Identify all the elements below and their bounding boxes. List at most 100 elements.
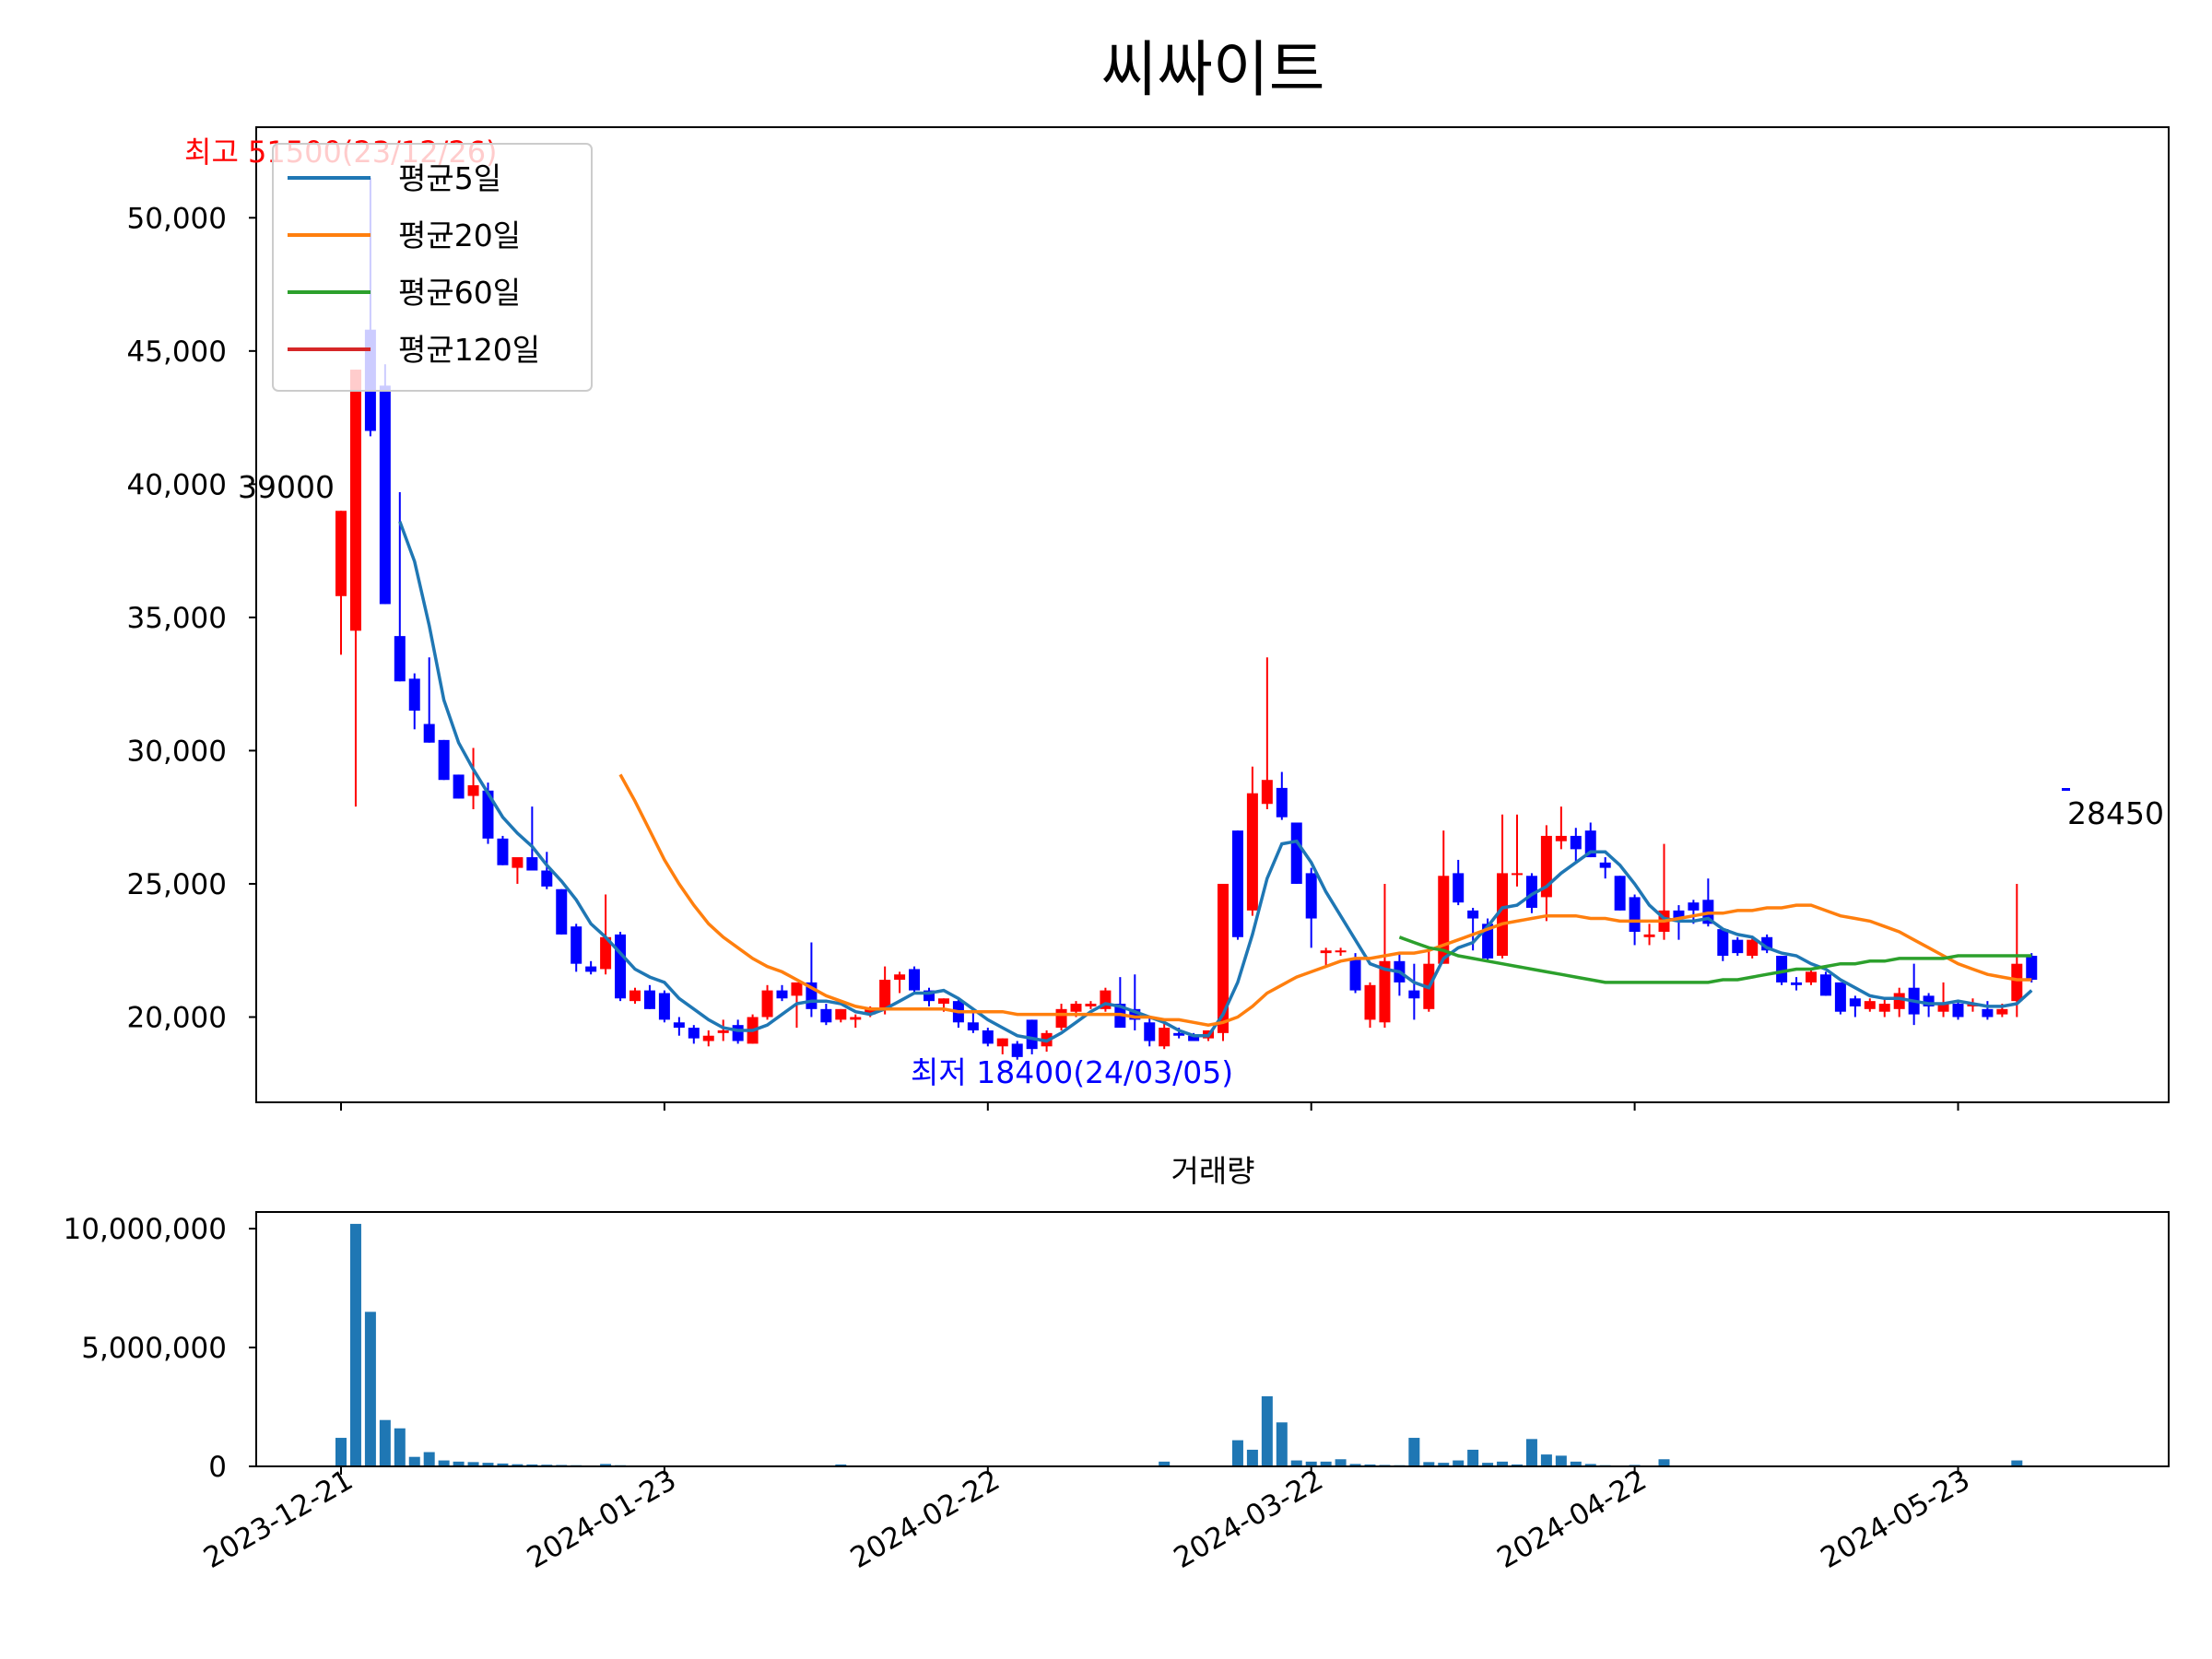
candle-body [909, 969, 921, 991]
volume-bar [1525, 1439, 1537, 1466]
candle-body [423, 724, 435, 743]
volume-bar [1364, 1464, 1376, 1466]
volume-plot-frame [255, 1211, 2170, 1467]
ma60-line [1398, 935, 2032, 984]
legend-label: 평균20일 [398, 218, 521, 253]
y-tick-label: 35,000 [127, 602, 227, 635]
y-tick-label: 20,000 [127, 1001, 227, 1034]
volume-bar [1159, 1461, 1171, 1466]
ma20-line [618, 773, 2032, 1027]
candle-body [1791, 982, 1803, 985]
candle-body [1996, 1008, 2008, 1015]
price-plot: 20,000 25,000 30,000 35,000 40,000 45,000 50,0… [127, 126, 2170, 1111]
volume-title: 거래량 [1171, 1153, 1254, 1189]
candle-body [761, 990, 773, 1018]
candle-body [467, 785, 479, 796]
candle-body [1276, 787, 1288, 818]
candle-body [1599, 862, 1611, 868]
volume-bar [1555, 1455, 1567, 1466]
candle-body [967, 1022, 979, 1030]
candle-body [1453, 873, 1465, 903]
candle-body [835, 1008, 847, 1020]
legend-label: 평균120일 [398, 332, 540, 368]
legend-label: 평균60일 [398, 275, 521, 311]
volume-bar [1320, 1461, 1332, 1466]
volume-bar [423, 1452, 435, 1466]
x-tick-label: 2024-05-23 [1815, 1464, 1975, 1575]
candle-body [1629, 897, 1641, 932]
last-close-marker [2062, 788, 2070, 791]
candle-body [453, 774, 465, 799]
candle-body [982, 1030, 994, 1044]
legend-label: 평균5일 [398, 160, 501, 196]
volume-bar [1276, 1422, 1288, 1466]
candle-body [1525, 876, 1537, 908]
volume-bar [379, 1419, 391, 1466]
x-tick-label: 2024-01-23 [522, 1464, 682, 1575]
candle-body [408, 678, 420, 712]
legend-box [272, 143, 593, 392]
candle-body [1819, 974, 1831, 996]
candle-body [1159, 1028, 1171, 1047]
first-close-label: 39000 [238, 469, 335, 505]
candle-body [600, 936, 612, 970]
x-tick-label: 2024-03-22 [1169, 1464, 1329, 1575]
candle-body [379, 385, 391, 605]
volume-bar [1482, 1463, 1494, 1466]
candle-body [1673, 910, 1685, 919]
candle-body [820, 1008, 832, 1023]
y-tick-label: 30,000 [127, 735, 227, 768]
candle-body [865, 1008, 877, 1015]
candle-body [1688, 902, 1700, 911]
candle-body [1408, 990, 1420, 999]
candle-body [879, 980, 891, 1009]
candle-body [1011, 1043, 1023, 1057]
volume-bar [497, 1463, 509, 1466]
volume-bar [453, 1461, 465, 1466]
volume-bar [526, 1464, 538, 1466]
candle-body [1055, 1008, 1067, 1029]
candle-body [1937, 1004, 1949, 1012]
y-tick-label: 25,000 [127, 868, 227, 901]
candle-body [526, 857, 538, 871]
candle-body [1349, 958, 1361, 991]
volume-bar [408, 1456, 420, 1466]
volume-bar [2011, 1460, 2023, 1466]
candle-body [1026, 1019, 1038, 1050]
candle-body [1335, 950, 1347, 953]
candle-body [776, 990, 788, 999]
volume-bar [1246, 1449, 1258, 1466]
candle-body [1482, 924, 1494, 959]
min-annotation: 최저 18400(24/03/05) [911, 1054, 1233, 1090]
volume-bar [1290, 1460, 1302, 1466]
price-x-ticks [340, 1102, 1959, 1111]
candle-body [629, 990, 641, 1002]
candle-body [1878, 1004, 1890, 1012]
candle-body [1806, 971, 1817, 982]
candle-body [1070, 1004, 1082, 1012]
candle-body [1893, 993, 1905, 1009]
volume-bar [394, 1428, 406, 1466]
candle-body [1849, 998, 1861, 1006]
volume-bar [1423, 1462, 1435, 1466]
volume-bar [1512, 1464, 1523, 1466]
candle-body [996, 1038, 1008, 1047]
price-plot-frame [255, 126, 2170, 1103]
candle-body [1643, 934, 1655, 937]
x-tick-label: 2024-04-22 [1492, 1464, 1653, 1575]
volume-bar [482, 1463, 494, 1466]
volume-bar [1584, 1464, 1596, 1466]
candle-body [937, 998, 949, 1005]
volume-bar [1467, 1449, 1479, 1466]
candle-body [349, 370, 361, 631]
candle-body [1923, 995, 1935, 1006]
candle-body [1614, 876, 1626, 911]
candle-body [1717, 929, 1729, 957]
chart-title: 씨싸이트 [1101, 34, 1325, 105]
moving-average-lines [398, 521, 2033, 1043]
candle-body [1952, 1004, 1964, 1018]
candle-body [1834, 982, 1846, 1012]
candle-body [571, 926, 582, 964]
candle-body [2026, 956, 2038, 981]
